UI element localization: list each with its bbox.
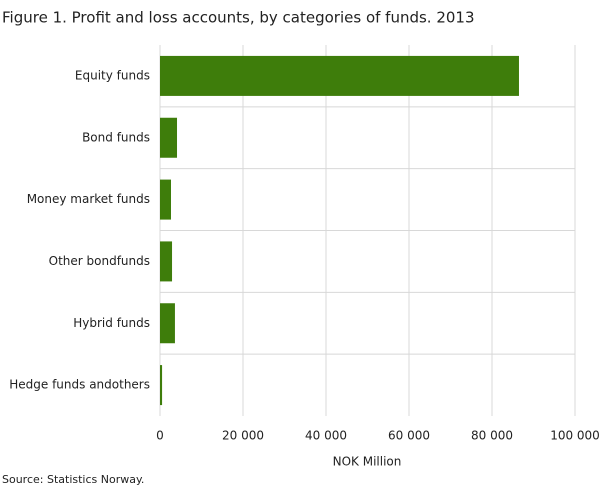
x-tick-label: 80 000 <box>471 429 513 443</box>
y-tick-label: Hedge funds andothers <box>9 378 150 392</box>
bar <box>160 179 171 220</box>
bar <box>160 365 163 406</box>
source-note: Source: Statistics Norway. <box>2 473 144 486</box>
x-axis-label: NOK Million <box>333 455 402 469</box>
y-tick-label: Equity funds <box>75 68 150 82</box>
x-tick-label: 20 000 <box>222 429 264 443</box>
y-tick-label: Other bondfunds <box>49 254 150 268</box>
y-tick-label: Hybrid funds <box>73 316 150 330</box>
y-tick-label: Bond funds <box>82 130 150 144</box>
x-tick-label: 0 <box>156 429 164 443</box>
bar <box>160 303 175 344</box>
bar <box>160 55 519 96</box>
bar <box>160 241 173 282</box>
bar <box>160 117 178 158</box>
x-tick-label: 60 000 <box>388 429 430 443</box>
chart-title: Figure 1. Profit and loss accounts, by c… <box>2 9 475 27</box>
y-tick-label: Money market funds <box>27 192 150 206</box>
x-tick-label: 100 000 <box>550 429 600 443</box>
x-tick-label: 40 000 <box>305 429 347 443</box>
